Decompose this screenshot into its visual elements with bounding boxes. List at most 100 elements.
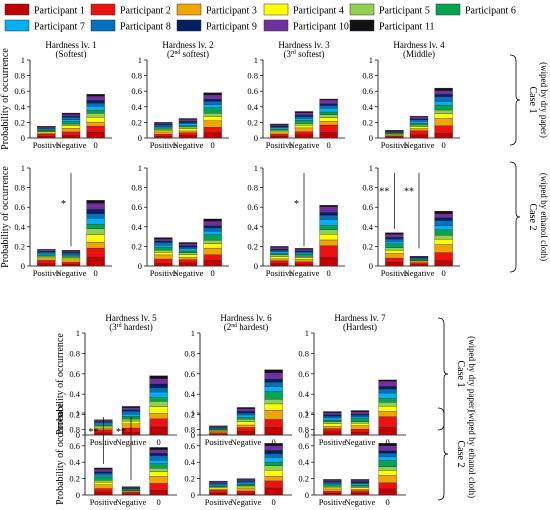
bar-segment: [236, 481, 256, 484]
bar-segment: [319, 99, 338, 104]
bar-segment: [378, 426, 397, 436]
bar-segment: [319, 225, 338, 230]
bar-segment: [264, 443, 283, 446]
bar-segment: [154, 245, 173, 248]
bar-segment: [154, 237, 173, 240]
bar-segment: [236, 424, 256, 428]
bar-segment: [264, 470, 283, 477]
bar-segment: [149, 476, 168, 484]
bar-segment: [236, 408, 256, 412]
bar-segment: [203, 101, 222, 105]
bar-segment: [37, 251, 56, 254]
y-tick-label: 0.4: [298, 389, 309, 399]
bar-segment: [270, 132, 289, 135]
bar-segment: [121, 406, 141, 408]
bar-segment: [154, 251, 173, 256]
bar-segment: [434, 252, 453, 261]
bar-segment: [86, 94, 105, 97]
bar-segment: [264, 372, 283, 380]
bar-segment: [319, 117, 338, 122]
bar-segment: [149, 426, 168, 436]
x-tick-label: Negative: [345, 497, 376, 507]
stacked-bar: [149, 375, 168, 436]
bar-segment: [37, 132, 56, 135]
bar-segment: [264, 453, 283, 458]
bar-segment: [37, 253, 56, 256]
y-tick-label: 0.4: [14, 102, 25, 112]
bar-segment: [385, 253, 404, 259]
bar-segment: [37, 136, 56, 139]
stacked-bar: [385, 232, 404, 267]
x-tick-label: 0: [156, 437, 160, 447]
bar-segment: [154, 254, 173, 260]
legend-item: Participant 5: [349, 3, 430, 17]
bar-segment: [37, 263, 56, 267]
bar-segment: [270, 248, 289, 251]
bar-segment: [434, 244, 453, 253]
bar-segment: [294, 254, 314, 257]
bar-segment: [350, 487, 370, 490]
bar-segment: [270, 127, 289, 130]
bar-segment: [236, 484, 256, 486]
legend-item: Participant 2: [90, 3, 171, 17]
x-tick-label: Negative: [173, 140, 204, 150]
bar-segment: [434, 87, 453, 91]
legend-item: Participant 6: [435, 3, 516, 17]
y-tick-label: 0.6: [298, 441, 309, 451]
bar-segment: [178, 118, 198, 120]
bar-segment: [86, 110, 105, 114]
x-tick-label: Negative: [404, 268, 435, 278]
legend-label: Participant 8: [120, 22, 171, 33]
bar-segment: [270, 246, 289, 248]
bar-segment: [203, 92, 222, 96]
bar-segment: [434, 235, 453, 240]
bar-segment: [378, 482, 397, 490]
bar-segment: [323, 484, 342, 487]
bar-segment: [409, 130, 429, 136]
bar-segment: [236, 412, 256, 416]
bar-segment: [149, 463, 168, 469]
bar-segment: [323, 428, 342, 432]
bar-segment: [264, 403, 283, 411]
bar-segment: [203, 243, 222, 249]
bar-segment: [61, 250, 81, 253]
legend-label: Participant 2: [120, 6, 171, 17]
legend-label: Participant 11: [379, 22, 434, 33]
bar-segment: [236, 417, 256, 420]
bracket-path: [509, 54, 521, 146]
bar-segment: [178, 135, 198, 139]
x-tick-label: Negative: [56, 140, 87, 150]
bar-segment: [61, 112, 81, 115]
bar-segment: [61, 257, 81, 259]
legend-item: Participant 11: [349, 19, 434, 33]
legend-item: Participant 7: [4, 19, 85, 33]
stacked-bar: [294, 248, 314, 267]
significance-marker: **: [404, 186, 414, 197]
stacked-bar: [236, 478, 256, 496]
y-tick-label: 0.2: [184, 474, 195, 484]
x-tick-label: Positive: [319, 437, 347, 447]
case-bracket: Case 1 (wiped by dry paper): [509, 54, 549, 146]
legend-item: Participant 3: [176, 3, 257, 17]
bar-segment: [209, 432, 228, 435]
case-brackets: Case 1 (wiped by dry paper)Case 2 (wiped b…: [437, 54, 549, 501]
stacked-bar: [149, 447, 168, 496]
bar-segment: [323, 487, 342, 490]
bar-segment: [178, 257, 198, 260]
panel-subtitle: (2nd hardest): [224, 322, 269, 332]
case-label: Case 1: [455, 361, 466, 388]
bar-segment: [86, 100, 105, 104]
y-tick-label: 0.6: [131, 86, 142, 96]
bar-segment: [270, 135, 289, 139]
bar-segment: [86, 106, 105, 111]
bar-segment: [149, 387, 168, 393]
bar-segment: [350, 421, 370, 424]
bar-segment: [178, 125, 198, 128]
y-axis-title: Probability of occurrence: [0, 48, 11, 150]
stacked-bar: [61, 112, 81, 139]
bar-segment: [149, 378, 168, 385]
bar-segment: [350, 490, 370, 494]
bar-segment: [149, 418, 168, 428]
